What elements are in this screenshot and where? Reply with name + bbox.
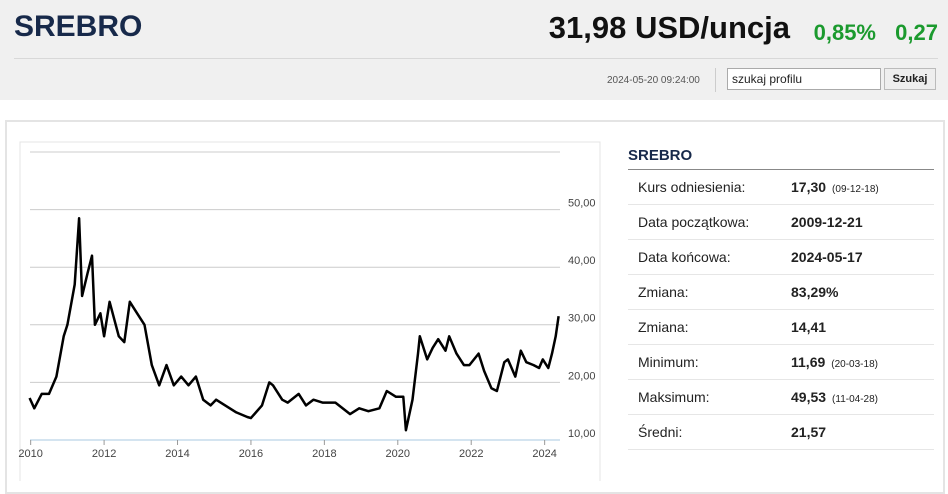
y-tick-label: 10,00 — [568, 428, 596, 440]
search-input[interactable]: szukaj profilu — [727, 68, 881, 90]
value-text: 11,69 — [791, 354, 826, 370]
x-tick-label: 2022 — [459, 448, 483, 460]
summary-row: Minimum: 11,69 (20-03-18) — [628, 345, 934, 380]
row-value: 17,30 (09-12-18) — [791, 179, 879, 195]
row-label: Data końcowa: — [638, 249, 731, 265]
search-button[interactable]: Szukaj — [884, 68, 936, 90]
row-label: Zmiana: — [638, 319, 689, 335]
divider — [14, 58, 938, 59]
row-label: Minimum: — [638, 354, 699, 370]
x-tick-label: 2016 — [239, 448, 263, 460]
summary-row: Maksimum: 49,53 (11-04-28) — [628, 380, 934, 415]
y-tick-label: 50,00 — [568, 198, 596, 210]
y-tick-label: 40,00 — [568, 255, 596, 267]
summary-rows: Kurs odniesienia: 17,30 (09-12-18) Data poc… — [628, 170, 934, 450]
y-tick-label: 20,00 — [568, 370, 596, 382]
row-value: 2024-05-17 — [791, 249, 863, 265]
x-tick-label: 2024 — [532, 448, 556, 460]
x-tick-label: 2018 — [312, 448, 336, 460]
chart: 10,00 20,00 30,00 40,00 50,00 2010 2012 2014 201… — [18, 141, 601, 481]
row-value: 2009-12-21 — [791, 214, 863, 230]
row-value: 14,41 — [791, 319, 826, 335]
row-value: 49,53 (11-04-28) — [791, 389, 878, 405]
chart-frame — [19, 141, 601, 481]
row-label: Zmiana: — [638, 284, 689, 300]
value-text: 49,53 — [791, 389, 827, 405]
price: 31,98 USD/uncja — [548, 10, 790, 45]
value-text: 83,29% — [791, 284, 839, 300]
summary-row: Data początkowa: 2009-12-21 — [628, 205, 934, 240]
row-label: Kurs odniesienia: — [638, 179, 746, 195]
row-value: 83,29% — [791, 284, 838, 300]
price-line — [28, 216, 560, 432]
value-note: (11-04-28) — [832, 394, 878, 405]
panel — [5, 120, 945, 494]
x-tick-label: 2014 — [165, 448, 189, 460]
x-tick-label: 2010 — [18, 448, 42, 460]
value-text: 17,30 — [791, 179, 827, 195]
value-text: 2024-05-17 — [791, 249, 863, 265]
value-note: (20-03-18) — [831, 359, 878, 370]
x-tick-label: 2020 — [386, 448, 410, 460]
summary-row: Kurs odniesienia: 17,30 (09-12-18) — [628, 170, 934, 205]
change-percent: 0,85% — [813, 20, 876, 45]
datetime: 2024-05-20 09:24:00 — [607, 75, 700, 86]
summary-row: Data końcowa: 2024-05-17 — [628, 240, 934, 275]
row-value: 21,57 — [791, 424, 826, 440]
separator — [715, 68, 716, 92]
title: SREBRO — [14, 10, 143, 43]
summary-title: SREBRO — [628, 140, 934, 170]
summary: SREBRO Kurs odniesienia: 17,30 (09-12-18) D… — [628, 140, 934, 450]
row-label: Średni: — [638, 424, 683, 440]
change: 0,27 — [895, 20, 938, 45]
y-tick-label: 30,00 — [568, 313, 596, 325]
header: SREBRO 31,98 USD/uncja 0,85% 0,27 2024-0… — [0, 0, 948, 100]
value-text: 21,57 — [791, 424, 827, 440]
value-note: (09-12-18) — [832, 184, 879, 195]
summary-row: Średni: 21,57 — [628, 415, 934, 450]
summary-row: Zmiana: 14,41 — [628, 310, 934, 345]
row-label: Data początkowa: — [638, 214, 750, 230]
summary-row: Zmiana: 83,29% — [628, 275, 934, 310]
x-tick-label: 2012 — [92, 448, 116, 460]
value-text: 2009-12-21 — [791, 214, 863, 230]
row-label: Maksimum: — [638, 389, 710, 405]
row-value: 11,69 (20-03-18) — [791, 354, 878, 370]
value-text: 14,41 — [791, 319, 827, 335]
